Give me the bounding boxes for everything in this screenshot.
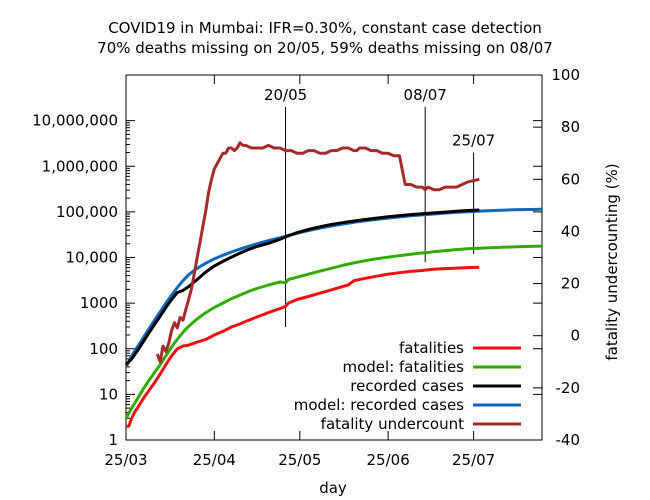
y-tick-label: 1,000,000 (42, 157, 118, 175)
legend-label: fatality undercount (321, 415, 464, 433)
y-tick-label: 100,000 (56, 203, 118, 221)
x-tick-label: 25/04 (193, 451, 236, 469)
x-axis-label: day (319, 479, 347, 497)
series-line-fatality-undercount (155, 141, 480, 364)
x-tick-label: 25/05 (278, 451, 321, 469)
legend-label: model: recorded cases (294, 396, 464, 414)
axes: 110100100010,000100,0001,000,00010,000,0… (32, 66, 580, 469)
y-tick-label: 10,000 (66, 249, 119, 267)
series-line-model-fatalities (124, 244, 543, 419)
series-layer (124, 141, 543, 428)
annotations: 20/05 08/07 25/07 (264, 86, 495, 327)
y-tick-label: 1 (108, 431, 118, 449)
y-tick-label: 10,000,000 (32, 112, 118, 130)
y2-tick-label: -20 (556, 379, 581, 397)
y2-tick-label: 40 (561, 222, 580, 240)
chart-subtitle: 70% deaths missing on 20/05, 59% deaths … (97, 39, 553, 57)
legend-label: fatalities (399, 339, 464, 357)
annotation-label: 08/07 (404, 86, 447, 104)
legend-label: model: fatalities (342, 358, 464, 376)
x-tick-label: 25/07 (452, 451, 495, 469)
y2-tick-label: 60 (561, 170, 580, 188)
chart-title: COVID19 in Mumbai: IFR=0.30%, constant c… (108, 19, 542, 37)
y-tick-label: 1000 (80, 294, 118, 312)
x-tick-label: 25/03 (104, 451, 147, 469)
series-line-fatalities (126, 265, 480, 428)
series-line-recorded-cases (124, 208, 480, 366)
x-tick-label: 25/06 (367, 451, 410, 469)
y2-tick-label: 0 (570, 327, 580, 345)
y-tick-label: 100 (89, 340, 118, 358)
legend-label: recorded cases (350, 377, 464, 395)
annotation-label: 25/07 (452, 132, 495, 150)
y2-tick-label: 100 (551, 66, 580, 84)
y2-axis-label: fatality undercounting (%) (603, 163, 621, 360)
y2-tick-label: 80 (561, 118, 580, 136)
y2-tick-label: 20 (561, 275, 580, 293)
y-tick-label: 10 (99, 385, 118, 403)
y2-tick-label: -40 (556, 431, 581, 449)
annotation-label: 20/05 (264, 86, 307, 104)
